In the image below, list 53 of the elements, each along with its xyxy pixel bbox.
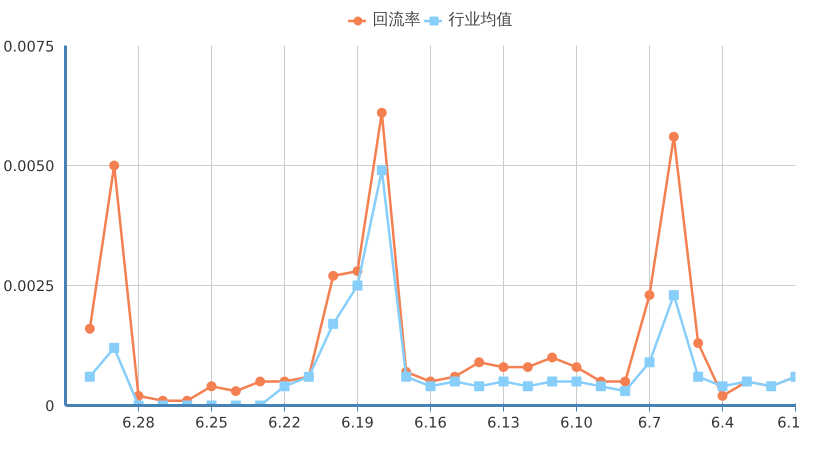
point bbox=[620, 376, 630, 386]
point bbox=[376, 108, 387, 118]
point bbox=[644, 357, 654, 368]
y-tick-label: 0 bbox=[45, 398, 55, 415]
x-tick-label: 6.10 bbox=[560, 414, 593, 432]
point bbox=[718, 390, 728, 401]
x-tick-label: 6.13 bbox=[487, 414, 520, 432]
point bbox=[668, 132, 679, 142]
point bbox=[474, 381, 484, 392]
point bbox=[352, 280, 362, 290]
point bbox=[572, 362, 582, 372]
x-tick-label: 6.28 bbox=[122, 414, 155, 432]
point bbox=[547, 352, 558, 362]
x-tick-label: 6.19 bbox=[341, 414, 374, 432]
y-tick-label: 0.0050 bbox=[3, 158, 55, 175]
point bbox=[498, 376, 508, 386]
x-tick-label: 6.16 bbox=[414, 414, 447, 432]
y-tick-label: 0.0075 bbox=[3, 38, 55, 56]
point bbox=[109, 342, 120, 353]
point bbox=[328, 318, 338, 329]
point bbox=[522, 381, 533, 392]
point bbox=[474, 357, 484, 368]
point bbox=[84, 324, 95, 334]
point bbox=[206, 381, 216, 392]
point bbox=[498, 362, 508, 372]
point bbox=[668, 290, 679, 300]
point bbox=[109, 160, 120, 170]
point bbox=[84, 372, 95, 382]
point bbox=[230, 386, 241, 396]
point bbox=[401, 372, 412, 382]
point bbox=[450, 376, 460, 386]
point bbox=[280, 381, 290, 392]
x-tick-label: 6.25 bbox=[195, 414, 228, 432]
x-tick-label: 6.22 bbox=[268, 414, 301, 432]
point bbox=[693, 372, 704, 382]
point bbox=[426, 381, 436, 392]
legend-label: 行业均值 bbox=[448, 10, 512, 30]
point bbox=[693, 338, 704, 348]
x-tick-label: 6.7 bbox=[638, 414, 662, 432]
legend-label: 回流率 bbox=[372, 10, 420, 30]
point bbox=[644, 290, 654, 300]
point bbox=[328, 270, 338, 281]
y-tick-label: 0.0025 bbox=[3, 278, 55, 295]
point bbox=[255, 376, 266, 386]
x-tick-label: 6.1 bbox=[777, 414, 801, 432]
point bbox=[547, 376, 558, 386]
point bbox=[572, 376, 582, 386]
x-tick-label: 6.4 bbox=[710, 414, 734, 432]
point bbox=[620, 386, 630, 396]
point bbox=[718, 381, 728, 392]
point bbox=[376, 165, 387, 176]
point bbox=[522, 362, 533, 372]
point bbox=[596, 381, 606, 392]
